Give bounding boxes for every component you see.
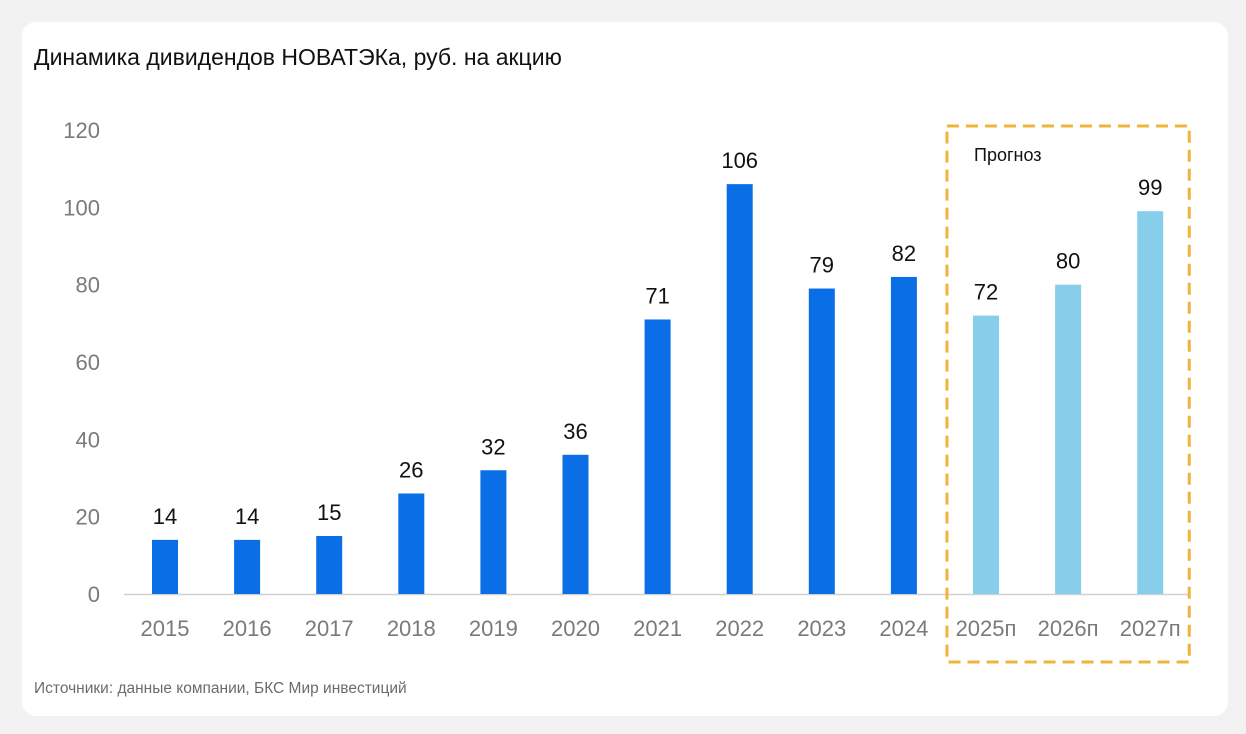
x-tick-label: 2024 [879,616,928,641]
data-label: 15 [317,500,341,525]
data-label: 32 [481,434,505,459]
data-label: 82 [892,241,916,266]
y-tick-label: 20 [76,505,100,530]
bar [890,276,917,594]
y-tick-label: 120 [63,118,100,143]
chart-title: Динамика дивидендов НОВАТЭКа, руб. на ак… [34,44,562,70]
x-tick-label: 2016 [223,616,272,641]
data-label: 14 [153,504,177,529]
forecast-bar [973,315,999,594]
x-tick-label: 2023 [797,616,846,641]
x-tick-label: 2021 [633,616,682,641]
y-tick-label: 40 [76,427,100,452]
x-tick-label: 2019 [469,616,518,641]
x-tick-label: 2025п [956,616,1017,641]
data-label: 71 [645,283,669,308]
forecast-bar [1055,284,1082,594]
data-labels: 14 14 15 26 32 36 71 106 79 82 72 80 99 [153,148,1163,529]
forecast-label: Прогноз [974,145,1042,165]
x-axis-ticks: 2015 2016 2017 2018 2019 2020 2021 2022 2023 2024… [141,616,1181,641]
forecast-frame [945,124,1191,664]
x-tick-label: 2020 [551,616,600,641]
x-tick-label: 2022 [715,616,764,641]
data-label: 72 [974,280,998,305]
data-label: 14 [235,504,259,529]
forecast-bar [1137,211,1164,594]
y-tick-label: 0 [88,582,100,607]
x-tick-label: 2017 [305,616,354,641]
bar [726,184,753,594]
x-tick-label: 2015 [141,616,190,641]
data-label: 99 [1138,175,1162,200]
bar [808,288,835,594]
source-note: Источники: данные компании, БКС Мир инве… [34,680,407,697]
bar [234,539,261,594]
bar [152,539,178,594]
bar [398,493,425,594]
x-tick-label: 2018 [387,616,436,641]
data-label: 80 [1056,249,1080,274]
bar [562,454,589,594]
bar [316,536,343,594]
data-label: 79 [810,253,834,278]
bars [152,184,1164,594]
chart-card [22,22,1228,716]
y-axis-ticks: 0 20 40 60 80 100 120 [63,118,100,607]
bar [480,470,507,594]
data-label: 26 [399,457,423,482]
y-tick-label: 60 [76,350,100,375]
y-tick-label: 80 [76,273,100,298]
data-label: 36 [563,419,587,444]
data-label: 106 [721,148,758,173]
x-tick-label: 2026п [1038,616,1099,641]
y-tick-label: 100 [63,195,100,220]
bar [644,319,671,594]
x-tick-label: 2027п [1120,616,1181,641]
